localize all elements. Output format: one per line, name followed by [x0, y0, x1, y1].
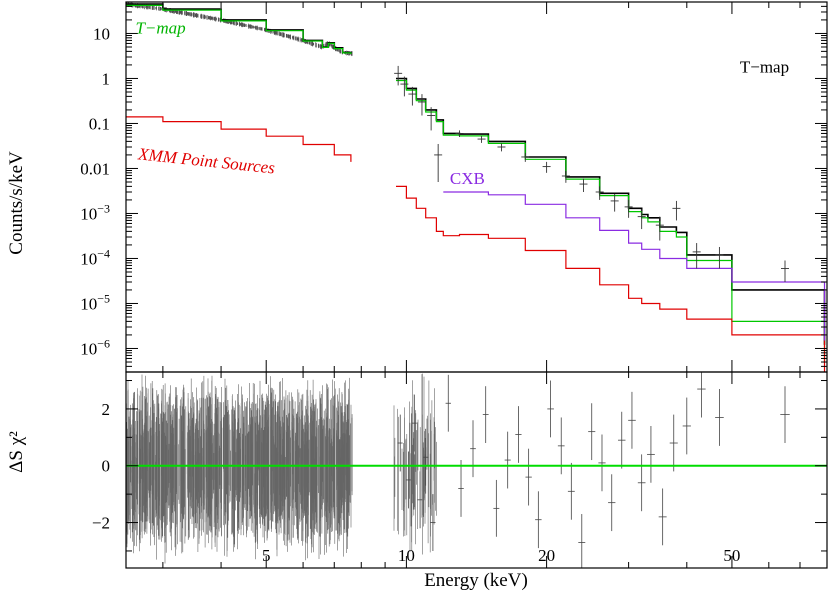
y-tick-label: −2: [92, 514, 110, 533]
y-axis-label-counts: Counts/s/keV: [6, 151, 27, 255]
annotation-label: XMM Point Sources: [136, 144, 276, 177]
model-line-2-segment-1: [396, 185, 826, 372]
y-tick-label: 2: [102, 400, 111, 419]
y-tick-label: 10−3: [80, 201, 110, 223]
y-ticks-spectrum: [126, 1, 827, 373]
residual-frame: [125, 371, 828, 569]
x-tick-label: 5: [262, 546, 271, 565]
annotation-label: T−map: [135, 18, 185, 37]
y-ticks-residual: [126, 380, 827, 552]
y-tick-exponent: −5: [97, 291, 110, 305]
y-tick-label: 10−6: [80, 336, 110, 358]
x-tick-label: 50: [723, 546, 740, 565]
residual-plot-area: [126, 372, 827, 568]
y-tick-label: 10−5: [80, 291, 110, 313]
x-tick-label: 20: [538, 546, 555, 565]
y-tick-label: 1: [102, 69, 111, 88]
spectrum-panel: 1010.10.0110−310−410−510−6T−mapT−mapXMM …: [80, 1, 828, 373]
annotation-label: CXB: [450, 169, 485, 188]
y-tick-exponent: −4: [97, 246, 110, 260]
y-tick-label: 0: [102, 457, 111, 476]
spectrum-data-points: [394, 65, 790, 282]
model-line-2-segment-0: [126, 116, 352, 162]
x-ticks: [162, 2, 828, 568]
annotation-label: T−map: [740, 58, 789, 77]
y-axis-label-residual: ΔS χ²: [6, 431, 27, 473]
y-tick-mantissa: 10: [80, 294, 97, 313]
model-line-3-segment-0: [443, 191, 826, 341]
y-tick-exponent: −6: [97, 336, 110, 350]
model-line-0-segment-1: [396, 77, 826, 345]
y-tick-mantissa: 10: [80, 249, 97, 268]
y-tick-label: 0.1: [89, 114, 110, 133]
x-tick-label: 10: [398, 546, 415, 565]
y-tick-label: 10: [93, 24, 110, 43]
y-tick-mantissa: 10: [80, 204, 97, 223]
y-tick-label: 0.01: [80, 159, 110, 178]
x-axis-label-energy: Energy (keV): [424, 570, 528, 591]
model-line-1-segment-1: [396, 79, 826, 362]
model-line-1-segment-0: [126, 4, 352, 54]
y-tick-exponent: −3: [97, 201, 110, 215]
y-tick-mantissa: 10: [80, 339, 97, 358]
y-tick-label: 10−4: [80, 246, 110, 268]
residual-noise-band: [126, 373, 437, 564]
spectrum-plot-area: [126, 2, 826, 372]
